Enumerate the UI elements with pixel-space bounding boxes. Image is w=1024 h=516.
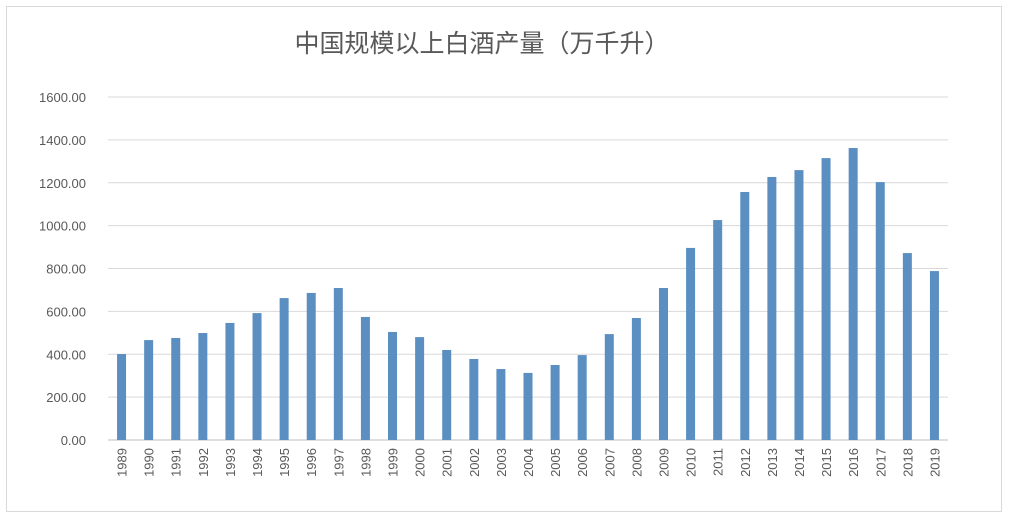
bar-1995 bbox=[279, 298, 289, 440]
bar-1991 bbox=[171, 337, 181, 440]
y-tick-label: 1200.00 bbox=[39, 176, 86, 191]
x-tick-label: 2011 bbox=[711, 448, 726, 476]
chart-frame bbox=[6, 6, 1002, 512]
bar-2002 bbox=[469, 358, 479, 440]
bar-1996 bbox=[306, 292, 316, 440]
y-tick-label: 1600.00 bbox=[39, 90, 86, 105]
bar-2001 bbox=[442, 349, 452, 440]
bar-1997 bbox=[333, 288, 343, 440]
bar-2018 bbox=[902, 253, 912, 440]
x-tick-label: 2016 bbox=[846, 448, 861, 477]
y-tick-label: 800.00 bbox=[46, 262, 86, 277]
x-tick-label: 2014 bbox=[792, 448, 807, 477]
bar-2016 bbox=[848, 148, 858, 441]
bar-2007 bbox=[604, 334, 614, 440]
x-tick-label: 2002 bbox=[467, 448, 482, 477]
x-tick-label: 1989 bbox=[115, 448, 130, 477]
bar-2015 bbox=[821, 158, 831, 441]
x-tick-label: 1995 bbox=[277, 448, 292, 477]
bar-1999 bbox=[388, 331, 398, 440]
bar-2017 bbox=[875, 182, 885, 440]
bar-2003 bbox=[496, 369, 506, 440]
y-tick-label: 0.00 bbox=[61, 433, 86, 448]
bar-2011 bbox=[713, 220, 723, 440]
x-tick-label: 1998 bbox=[358, 448, 373, 477]
bar-1994 bbox=[252, 313, 262, 440]
bar-1989 bbox=[117, 354, 127, 440]
y-tick-label: 200.00 bbox=[46, 390, 86, 405]
x-tick-label: 1999 bbox=[386, 448, 401, 477]
x-tick-label: 2003 bbox=[494, 448, 509, 477]
x-tick-label: 2000 bbox=[413, 448, 428, 477]
bar-2014 bbox=[794, 170, 804, 440]
x-tick-label: 2009 bbox=[656, 448, 671, 477]
chart-title: 中国规模以上白酒产量（万千升） bbox=[294, 29, 669, 58]
x-tick-label: 1992 bbox=[196, 448, 211, 477]
x-tick-label: 2007 bbox=[602, 448, 617, 477]
x-tick-label: 2005 bbox=[548, 448, 563, 477]
y-tick-label: 400.00 bbox=[46, 347, 86, 362]
x-tick-label: 2001 bbox=[440, 448, 455, 477]
bar-1992 bbox=[198, 333, 208, 440]
bar-2006 bbox=[577, 355, 587, 440]
bar-2008 bbox=[631, 318, 641, 440]
x-tick-label: 2015 bbox=[819, 448, 834, 477]
bar-2009 bbox=[658, 288, 668, 440]
x-tick-label: 2006 bbox=[575, 448, 590, 477]
y-tick-label: 1000.00 bbox=[39, 219, 86, 234]
x-tick-label: 2008 bbox=[629, 448, 644, 477]
bar-2019 bbox=[929, 271, 939, 440]
x-tick-label: 2012 bbox=[738, 448, 753, 477]
x-tick-label: 2018 bbox=[900, 448, 915, 477]
bar-2012 bbox=[740, 191, 750, 440]
x-tick-label: 2019 bbox=[927, 448, 942, 477]
bar-2010 bbox=[686, 247, 696, 440]
x-tick-label: 1993 bbox=[223, 448, 238, 477]
y-tick-label: 1400.00 bbox=[39, 133, 86, 148]
bar-1998 bbox=[360, 316, 370, 440]
x-tick-label: 2010 bbox=[684, 448, 699, 477]
x-tick-label: 2017 bbox=[873, 448, 888, 477]
x-tick-label: 1997 bbox=[331, 448, 346, 477]
x-tick-label: 1994 bbox=[250, 448, 265, 477]
x-tick-label: 1996 bbox=[304, 448, 319, 477]
bar-1993 bbox=[225, 322, 235, 440]
x-tick-label: 2013 bbox=[765, 448, 780, 477]
x-tick-label: 1991 bbox=[169, 448, 184, 477]
bar-1990 bbox=[144, 340, 154, 440]
x-tick-label: 2004 bbox=[521, 448, 536, 477]
bar-2005 bbox=[550, 364, 560, 440]
bar-2000 bbox=[415, 337, 425, 440]
y-tick-label: 600.00 bbox=[46, 304, 86, 319]
bar-2013 bbox=[767, 176, 777, 441]
bar-2004 bbox=[523, 372, 533, 440]
x-tick-label: 1990 bbox=[142, 448, 157, 477]
